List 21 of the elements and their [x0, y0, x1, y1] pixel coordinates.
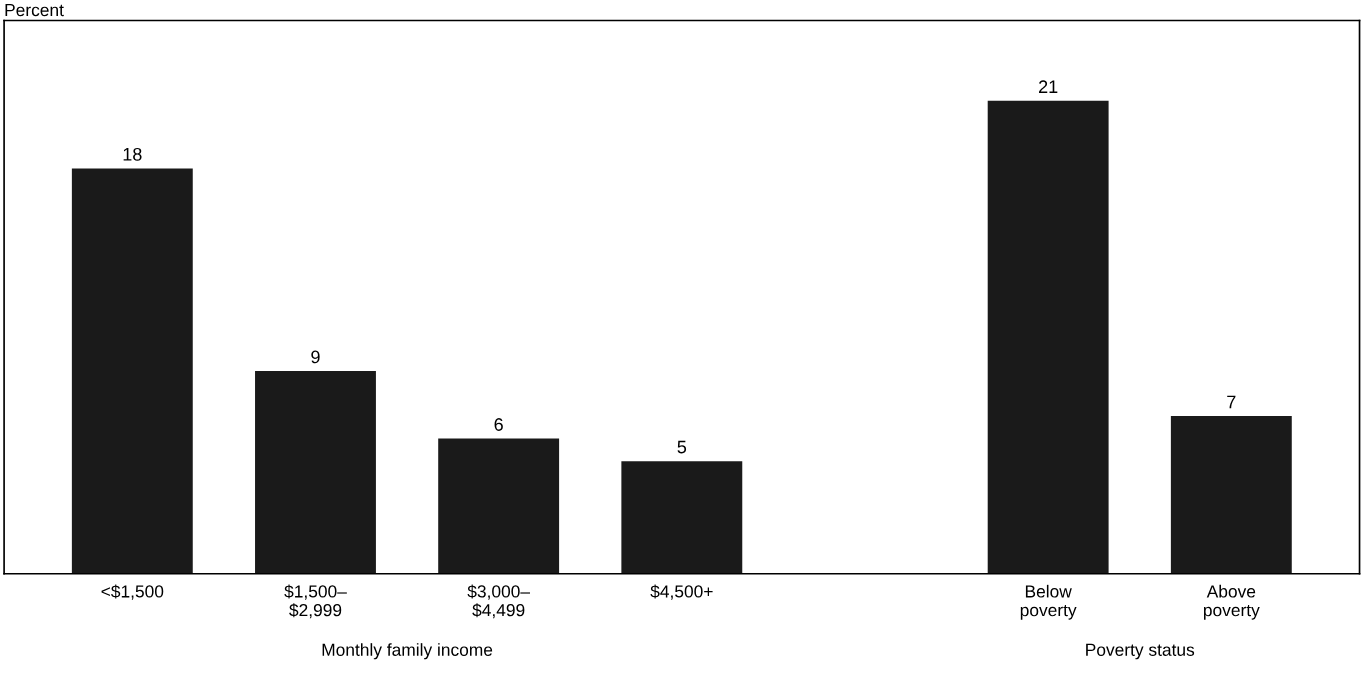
data-label: 18 [123, 147, 142, 161]
data-label: 21 [1039, 80, 1058, 93]
data-label: 9 [311, 350, 320, 364]
y-axis-title: Percent [5, 4, 64, 17]
x-tick-label: Below poverty [1020, 584, 1077, 620]
data-label: 5 [677, 440, 687, 454]
bar [255, 371, 376, 574]
x-tick-label: $4,500+ [650, 584, 713, 600]
bar [987, 100, 1109, 574]
text: Poverty status [1086, 643, 1195, 660]
bar [438, 438, 560, 574]
x-tick-label: $1,500– $2,999 [284, 584, 347, 619]
x-tick-label: Above poverty [1203, 584, 1260, 620]
text: Monthly family income [322, 643, 493, 660]
bar [621, 461, 743, 574]
x-tick-label: <$1,500 [101, 584, 164, 600]
data-label: 7 [1227, 395, 1236, 409]
data-label: 6 [494, 418, 503, 431]
bar [1170, 416, 1292, 574]
x-tick-label: $3,000– $4,499 [467, 584, 531, 619]
bar [71, 168, 193, 574]
